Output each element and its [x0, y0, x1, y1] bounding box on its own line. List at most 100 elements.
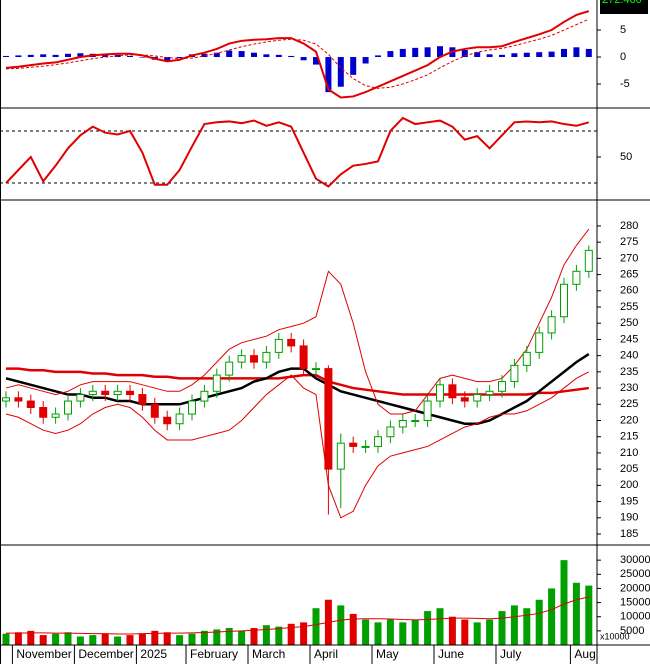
candle-body: [398, 419, 407, 428]
candle-body: [88, 390, 97, 396]
y-tick-label: 190: [620, 512, 638, 524]
y-tick-label: 50: [620, 151, 632, 163]
candle-body: [262, 351, 271, 363]
macd-histogram-bar: [263, 54, 270, 58]
volume-bar: [498, 611, 506, 645]
candle-body: [76, 394, 85, 402]
y-tick-label: 270: [620, 252, 638, 264]
volume-bar: [52, 633, 60, 645]
volume-bar: [250, 628, 258, 645]
candle-body: [436, 384, 444, 402]
candle-body: [572, 270, 581, 285]
macd-histogram-bar: [3, 55, 9, 58]
macd-histogram-bar: [499, 54, 505, 58]
candle-body: [547, 316, 556, 334]
macd-histogram-bar: [387, 51, 394, 58]
y-tick-label: 265: [620, 268, 638, 280]
macd-histogram-bar: [176, 57, 183, 59]
y-tick-label: 215: [620, 431, 638, 443]
candle-body: [485, 390, 494, 396]
macd-histogram-bar: [275, 54, 282, 58]
candle-body: [212, 374, 221, 392]
candle-body: [188, 400, 196, 415]
volume-bar: [213, 629, 221, 645]
macd-histogram-bar: [139, 57, 146, 58]
candle-body: [250, 355, 258, 363]
macd-histogram-bar: [350, 57, 357, 75]
macd-histogram-bar: [213, 52, 220, 58]
candle-body: [225, 361, 234, 376]
candle-body: [522, 351, 531, 366]
y-tick-label: 275: [620, 236, 638, 248]
x-tick-label: July: [500, 647, 521, 661]
candle-body: [299, 345, 308, 370]
macd-histogram-bar: [325, 57, 332, 93]
volume-bar: [585, 585, 593, 645]
x-tick-label: August: [574, 647, 612, 661]
volume-bar: [200, 630, 208, 645]
volume-bar: [560, 560, 568, 645]
volume-ma: [6, 596, 589, 635]
x-tick-label: May: [376, 647, 399, 661]
y-tick-label: 195: [620, 495, 638, 507]
volume-bar: [176, 635, 184, 645]
candle-body: [163, 416, 172, 425]
macd-histogram-bar: [523, 52, 530, 58]
volume-bar: [510, 605, 518, 645]
macd-histogram-bar: [362, 57, 369, 64]
price-line: [5, 371, 590, 519]
volume-bar: [151, 630, 159, 645]
y-tick-label: 235: [620, 366, 638, 378]
macd-histogram-bar: [40, 54, 47, 58]
x-tick-label: December: [78, 647, 133, 661]
volume-bar: [362, 619, 370, 645]
candle-body: [200, 390, 209, 402]
volume-bar: [473, 622, 481, 645]
volume-bar: [188, 633, 196, 645]
price-line: [5, 228, 590, 415]
candle-body: [312, 368, 320, 371]
macd-histogram-bar: [15, 55, 22, 58]
volume-bar: [548, 588, 556, 645]
macd-line: [5, 10, 590, 99]
volume-bar: [138, 633, 146, 645]
x-tick-label: November: [16, 647, 71, 661]
y-tick-label: 240: [620, 350, 638, 362]
y-tick-label: 230: [620, 382, 638, 394]
price-line: [5, 352, 590, 425]
candle-body: [374, 436, 382, 447]
volume-bar: [287, 623, 295, 645]
y-tick-label: 5000: [620, 625, 644, 637]
macd-histogram-bar: [251, 52, 257, 58]
macd-histogram-bar: [102, 54, 109, 58]
y-tick-label: 280: [620, 220, 638, 232]
volume-bar: [163, 632, 171, 645]
candle-body: [498, 381, 506, 392]
macd-histogram-bar: [424, 47, 431, 58]
macd-histogram-bar: [375, 55, 381, 58]
macd-histogram-bar: [412, 47, 419, 58]
volume-bar: [535, 599, 543, 645]
y-tick-label: 20000: [620, 582, 650, 594]
y-tick-label: 250: [620, 317, 638, 329]
macd-histogram-bar: [226, 50, 233, 58]
macd-histogram-bar: [300, 57, 307, 61]
candle-body: [336, 442, 345, 470]
candle-body: [126, 390, 134, 396]
y-tick-label: 30000: [620, 554, 650, 566]
candle-body: [584, 249, 593, 272]
candle-body: [423, 400, 432, 421]
candle-body: [473, 394, 482, 402]
candle-body: [150, 403, 159, 418]
macd-histogram-bar: [201, 53, 208, 58]
y-tick-label: 0: [620, 51, 626, 63]
candle-body: [274, 338, 283, 353]
x-tick-label: 2025: [140, 647, 167, 661]
volume-multiplier: x10000: [600, 631, 630, 641]
macd-histogram-bar: [437, 46, 443, 58]
candle-body: [349, 442, 358, 447]
macd-histogram-bar: [164, 57, 171, 61]
volume-bar: [89, 635, 97, 645]
macd-histogram-bar: [65, 53, 71, 58]
